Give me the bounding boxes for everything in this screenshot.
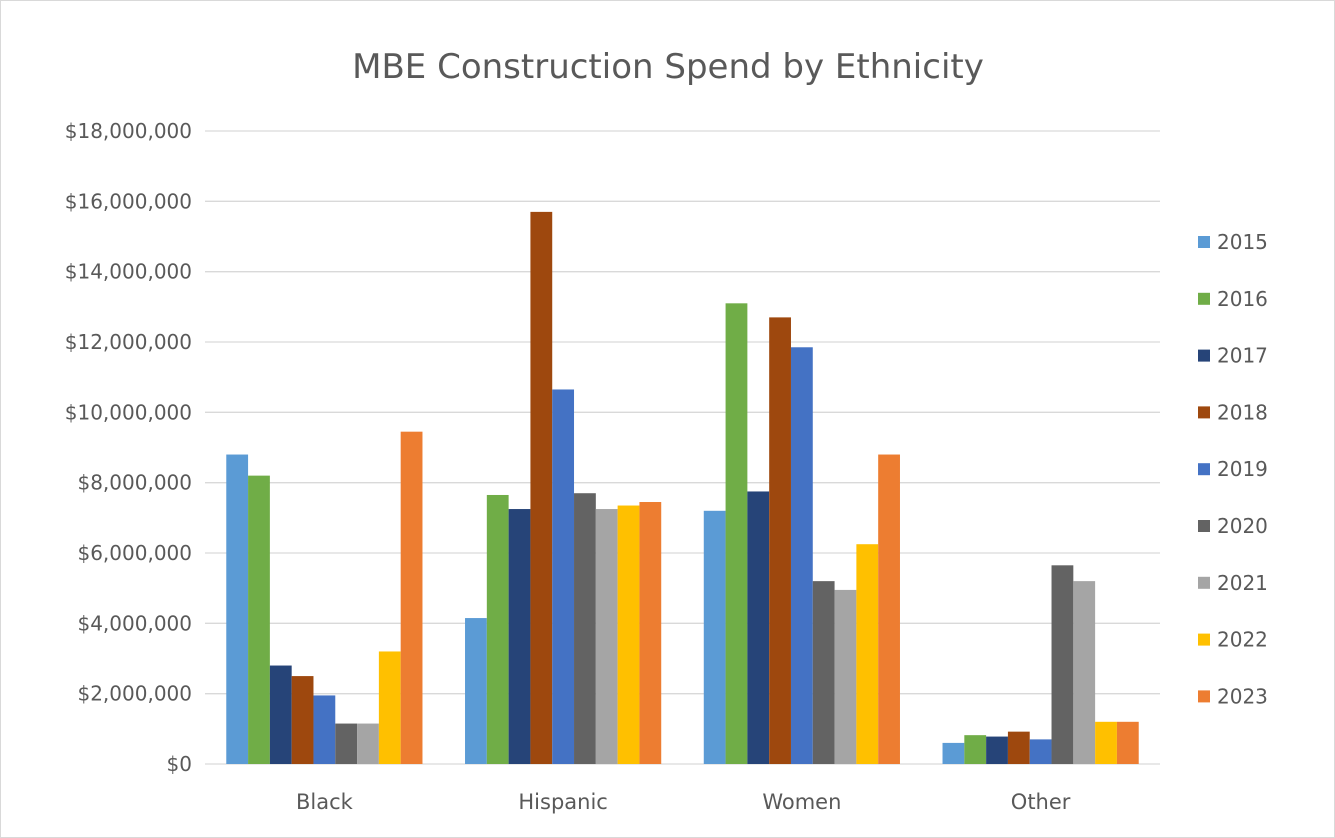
legend-swatch: [1198, 349, 1210, 362]
y-tick-label: $6,000,000: [77, 541, 192, 565]
bar-hispanic-2016: [486, 494, 509, 764]
legend-swatch: [1198, 690, 1210, 703]
bar-women-2018: [769, 317, 791, 764]
legend-swatch: [1198, 463, 1210, 476]
bar-black-2021: [357, 723, 379, 764]
y-tick-label: $12,000,000: [65, 330, 192, 354]
legend-label: 2015: [1217, 230, 1268, 254]
y-tick-label: $0: [167, 752, 192, 776]
y-tick-label: $10,000,000: [65, 400, 192, 424]
bar-women-2022: [856, 544, 879, 764]
bar-women-2016: [725, 303, 748, 764]
bar-black-2017: [269, 665, 292, 764]
y-tick-label: $14,000,000: [65, 260, 192, 284]
legend-swatch: [1198, 633, 1210, 646]
bar-women-2021: [834, 589, 857, 764]
bar-hispanic-2015: [465, 618, 487, 764]
gridlines: [205, 130, 1160, 765]
legend-label: 2020: [1217, 514, 1268, 538]
bar-other-2021: [1073, 581, 1096, 764]
legend-label: 2019: [1217, 457, 1268, 481]
legend-swatch: [1198, 236, 1210, 248]
bar-hispanic-2021: [595, 509, 618, 764]
bar-other-2015: [942, 742, 965, 764]
bars: [226, 211, 1139, 765]
bar-women-2019: [790, 347, 813, 764]
bar-black-2019: [313, 695, 336, 764]
bar-other-2023: [1116, 721, 1139, 764]
bar-hispanic-2019: [552, 389, 575, 764]
bar-other-2017: [986, 736, 1008, 764]
legend-label: 2017: [1217, 344, 1268, 368]
bar-other-2020: [1051, 565, 1074, 764]
chart-title: MBE Construction Spend by Ethnicity: [352, 47, 984, 87]
y-tick-label: $4,000,000: [77, 611, 192, 635]
legend-swatch: [1198, 292, 1210, 305]
bar-women-2023: [878, 454, 900, 764]
x-category-label: Black: [296, 790, 354, 814]
bar-other-2018: [1007, 731, 1030, 764]
y-tick-label: $8,000,000: [77, 471, 192, 495]
legend-label: 2022: [1217, 628, 1268, 652]
x-category-label: Hispanic: [518, 790, 607, 814]
bar-hispanic-2017: [508, 509, 531, 764]
x-category-label: Women: [762, 790, 841, 814]
bar-hispanic-2022: [617, 505, 640, 764]
bar-black-2015: [226, 454, 249, 764]
y-tick-label: $16,000,000: [65, 189, 192, 213]
bar-women-2015: [703, 510, 726, 764]
bar-black-2022: [378, 651, 401, 764]
bar-hispanic-2020: [574, 493, 596, 764]
legend-swatch: [1198, 406, 1210, 419]
x-category-label: Other: [1011, 790, 1071, 814]
bar-black-2020: [335, 723, 358, 764]
legend: 2015 2016 2017 2018 2019 2020 2021 2022 2023: [1198, 230, 1268, 708]
bar-other-2016: [964, 735, 987, 764]
x-axis-categories: Black Hispanic Women Other: [296, 790, 1071, 814]
legend-label: 2023: [1217, 684, 1268, 708]
y-tick-label: $2,000,000: [77, 682, 192, 706]
legend-swatch: [1198, 520, 1210, 532]
bar-hispanic-2023: [639, 502, 662, 764]
bar-other-2022: [1095, 721, 1117, 764]
bar-black-2016: [248, 475, 270, 764]
y-tick-label: $18,000,000: [65, 119, 192, 143]
legend-swatch: [1198, 576, 1210, 589]
legend-label: 2016: [1217, 287, 1268, 311]
bar-black-2023: [400, 431, 423, 764]
y-axis-ticks: $0 $2,000,000 $4,000,000 $6,000,000 $8,000,0…: [65, 119, 192, 776]
bar-other-2019: [1029, 739, 1052, 764]
bar-women-2017: [747, 491, 770, 764]
legend-label: 2018: [1217, 400, 1268, 424]
legend-label: 2021: [1217, 571, 1268, 595]
bar-women-2020: [812, 581, 835, 764]
bar-hispanic-2018: [530, 211, 553, 765]
bar-black-2018: [291, 676, 314, 764]
